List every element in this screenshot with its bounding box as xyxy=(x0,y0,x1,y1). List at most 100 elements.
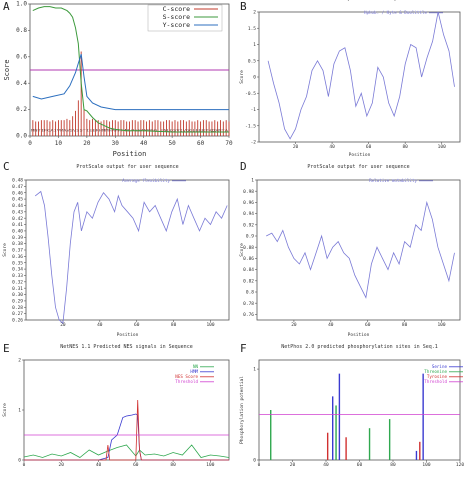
x-tick-label: 0 xyxy=(23,462,26,468)
x-tick-label: 20 xyxy=(83,140,91,147)
chart-title: ProtScale output for user sequence xyxy=(76,164,178,170)
panel-label: C xyxy=(3,160,10,173)
y-tick-label: 0.44 xyxy=(12,203,23,209)
y-tick-label: 0.0 xyxy=(16,133,27,140)
x-tick-label: 100 xyxy=(206,462,214,468)
y-tick-label: -2 xyxy=(251,140,257,146)
y-tick-label: -1 xyxy=(251,107,257,113)
y-tick-label: 0.48 xyxy=(12,178,23,184)
y-tick-label: 1.5 xyxy=(248,26,256,32)
chart-a: A 0.0 0.2 0.4 0.6 0.8 1.0 0 10 20 30 40 50 60 70 Positi… xyxy=(3,0,233,158)
x-tick-label: 40 xyxy=(329,144,335,150)
y-tick-label: 0.82 xyxy=(243,278,254,284)
x-tick-label: 100 xyxy=(437,322,445,328)
x-tick-label: 80 xyxy=(402,144,408,150)
x-tick-label: 40 xyxy=(140,140,148,147)
legend-label: Serine xyxy=(432,364,448,369)
legend-label: Threshold xyxy=(175,379,198,384)
series-line-average-flexibility xyxy=(34,190,228,325)
y-tick-label: 2 xyxy=(253,10,256,16)
y-tick-label: 0.8 xyxy=(246,290,254,296)
y-tick-label: 0.43 xyxy=(12,209,23,215)
series-line-relative-mutability xyxy=(266,200,455,299)
x-tick-label: 60 xyxy=(197,140,205,147)
series-line-s-score xyxy=(32,6,229,133)
chart-f: F NetPhos 2.0 predicted phosphorylation s… xyxy=(239,342,464,468)
chart-d: D ProtScale output for user sequence10.98… xyxy=(239,160,461,338)
panel-label: F xyxy=(240,342,247,355)
y-tick-label: 0.4 xyxy=(16,80,27,87)
y-tick-label: -1.5 xyxy=(245,123,256,129)
x-tick-label: 20 xyxy=(60,322,66,328)
y-tick-label: 0.5 xyxy=(248,58,256,64)
y-tick-label: 1 xyxy=(253,42,256,48)
x-tick-label: 0 xyxy=(258,462,261,468)
panel-e: E NetNES 1.1 Predicted NES signals in Seq… xyxy=(0,338,237,474)
x-tick-label: 80 xyxy=(171,322,177,328)
x-tick-label: 70 xyxy=(225,140,233,147)
x-axis-label: Position xyxy=(117,332,139,338)
legend-label: C-score xyxy=(163,5,190,13)
y-tick-label: 0.78 xyxy=(243,301,254,307)
y-tick-label: 0.41 xyxy=(12,222,23,228)
y-tick-label: 0.37 xyxy=(12,248,23,254)
y-tick-label: 0.32 xyxy=(12,279,23,285)
y-tick-label: 0.88 xyxy=(243,245,254,251)
x-tick-label: 120 xyxy=(456,462,464,468)
y-axis-label: Phosphorylation potential xyxy=(239,376,245,444)
y-tick-label: 0.26 xyxy=(12,318,23,324)
chart-e: E NetNES 1.1 Predicted NES signals in Seq… xyxy=(2,342,230,468)
y-tick-label: 0.8 xyxy=(16,27,27,34)
x-tick-label: 20 xyxy=(291,322,297,328)
x-tick-label: 0 xyxy=(28,140,32,147)
y-axis-label: Score xyxy=(239,70,245,84)
y-axis-label: Score xyxy=(2,243,8,257)
panel-a: A 0.0 0.2 0.4 0.6 0.8 1.0 0 10 20 30 40 50 60 70 Positi… xyxy=(0,0,237,158)
y-tick-label: 0.45 xyxy=(12,197,23,203)
x-tick-label: 100 xyxy=(438,144,446,150)
x-tick-label: 80 xyxy=(390,462,396,468)
x-tick-label: 80 xyxy=(402,322,408,328)
y-tick-label: 0 xyxy=(253,75,256,81)
series-line-y-score xyxy=(32,54,229,111)
chart-title: ProtScale output for user sequence xyxy=(307,164,409,170)
y-tick-label: 0.6 xyxy=(16,53,27,60)
y-tick-label: 0.39 xyxy=(12,235,23,241)
panel-label: E xyxy=(3,342,10,355)
legend-label: S-score xyxy=(163,13,190,21)
x-tick-label: 100 xyxy=(206,322,214,328)
x-axis-label: Position xyxy=(349,152,371,158)
y-tick-label: 0.98 xyxy=(243,189,254,195)
y-tick-label: 0.96 xyxy=(243,200,254,206)
chart-title: NetNES 1.1 Predicted NES signals in Sequ… xyxy=(60,344,192,350)
y-tick-label: 0.27 xyxy=(12,311,23,317)
y-tick-label: 0.29 xyxy=(12,299,23,305)
x-tick-label: 80 xyxy=(170,462,176,468)
chart-title: ProtScale output for user sequence xyxy=(308,0,410,2)
x-tick-label: 100 xyxy=(422,462,430,468)
panel-b: B ProtScale output for user sequence 2 1.5 1… xyxy=(237,0,474,158)
y-axis-label: Score xyxy=(3,59,11,80)
legend-label: Threonine xyxy=(424,369,447,374)
x-tick-label: 50 xyxy=(169,140,177,147)
legend-label: Relative mutability xyxy=(369,178,417,183)
y-tick-label: 0 xyxy=(18,458,21,464)
panel-label: D xyxy=(240,160,247,173)
panel-d: D ProtScale output for user sequence 1 0.98… xyxy=(237,158,474,338)
panel-label: A xyxy=(3,0,10,13)
x-tick-label: 20 xyxy=(293,144,299,150)
y-tick-label: 0.86 xyxy=(243,256,254,262)
x-tick-label: 40 xyxy=(328,322,334,328)
legend-label: NES Score xyxy=(175,374,198,379)
series-line-nes-score xyxy=(24,399,229,461)
y-tick-label: 1.0 xyxy=(16,1,27,8)
y-tick-label: 1 xyxy=(18,408,21,414)
x-tick-label: 20 xyxy=(290,462,296,468)
panel-label: B xyxy=(240,0,247,13)
y-tick-label: 0.9 xyxy=(246,234,254,240)
panel-f: F NetPhos 2.0 predicted phosphorylation s… xyxy=(237,338,474,474)
y-tick-label: 0.2 xyxy=(16,106,27,113)
y-tick-label: 1 xyxy=(253,367,256,373)
x-tick-label: 10 xyxy=(55,140,63,147)
plot-area xyxy=(258,11,461,143)
